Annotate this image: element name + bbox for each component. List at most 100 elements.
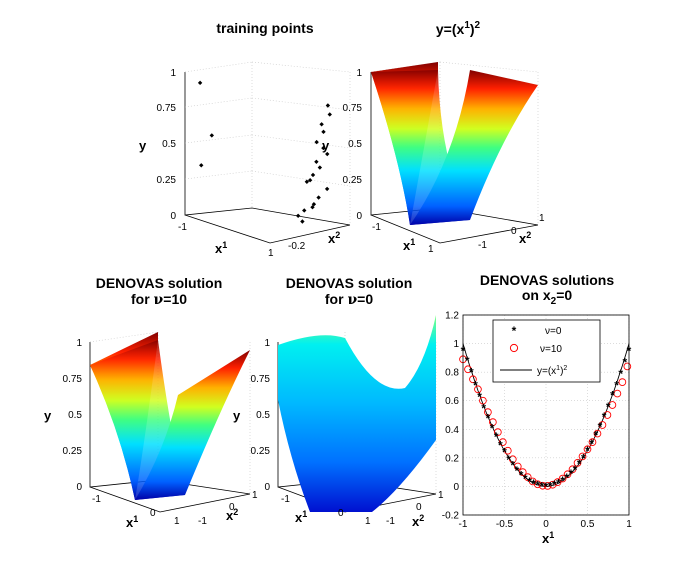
training-point (302, 208, 307, 213)
slice-nu10-point (563, 470, 572, 479)
nu0-title-line1: DENOVAS solution (286, 275, 413, 291)
slice-nu0-point: * (502, 446, 507, 460)
s1-z-075: 0.75 (343, 103, 363, 114)
slice-y-tick: 1.2 (445, 311, 459, 322)
surface1-box-edges (370, 72, 539, 226)
slice-nu10-point (494, 428, 502, 436)
slice-nu0-point: * (477, 390, 482, 404)
nu10-grid-top (89, 331, 159, 343)
s1-z-025: 0.25 (343, 175, 363, 186)
training-point (327, 112, 332, 117)
nu0-x1-label: x1 (295, 509, 307, 525)
x1-tick-neg1: -1 (178, 222, 187, 233)
nu10-x2-1: 1 (252, 490, 258, 501)
slice-x-tick: 0 (543, 519, 549, 530)
legend-true-fn: y=(x1)2 (537, 365, 567, 377)
s1-x2-label: x2 (519, 230, 531, 246)
training-point (295, 213, 301, 219)
slice-nu0-point: * (540, 480, 545, 494)
box-floor-edges (184, 214, 351, 244)
slice-nu10-point (578, 452, 587, 461)
training-point (310, 172, 316, 178)
slice-nu0-point: * (506, 453, 511, 467)
s1-z-05: 0.5 (348, 139, 362, 150)
surface1-grid-top-right (439, 61, 539, 73)
training-point (311, 202, 317, 207)
slice-nu0-point: * (527, 475, 532, 489)
slice-nu0-point: * (560, 474, 565, 488)
slice-nu10-point (608, 401, 617, 409)
x1-tick-1: 1 (268, 248, 274, 259)
slice-nu10-point (489, 418, 497, 426)
training-point (316, 195, 321, 200)
s1-x2-1: 1 (539, 213, 545, 224)
training-point (197, 80, 203, 86)
slice-nu10-point (558, 474, 567, 483)
z-tick-05: 0.5 (162, 139, 176, 150)
denovas-nu0-panel: DENOVAS solution for ν=0 1 0.75 0.5 0.25… (233, 275, 444, 529)
nu10-z-05: 0.5 (68, 410, 82, 421)
surface1-right-wing (410, 70, 538, 225)
training-point (304, 179, 310, 184)
s1-x2-neg1: -1 (478, 240, 487, 251)
slice-nu0-point: * (556, 477, 561, 491)
legend-star-marker: * (512, 324, 517, 338)
z-tick-025: 0.25 (157, 175, 177, 186)
slice-nu0-point: * (494, 430, 499, 444)
slice-nu0-point: * (569, 467, 574, 481)
s1-z-1: 1 (356, 68, 362, 79)
training-point (317, 165, 323, 170)
slice-nu10-point (479, 396, 487, 405)
slice-y-tick: 0 (453, 482, 459, 493)
training-point (321, 129, 326, 135)
slice-nu0-point: * (469, 366, 474, 380)
slice-y-tick: 0.4 (445, 425, 459, 436)
grid-h5 (251, 134, 351, 149)
slice-nu10-point (543, 482, 552, 490)
slice-nu10-point (618, 378, 627, 386)
training-point (314, 139, 319, 145)
nu10-title-line1: DENOVAS solution (96, 275, 223, 291)
slice-nu0-point: * (544, 480, 549, 494)
nu10-x1-label: x1 (126, 514, 138, 530)
nu10-x1-0: 0 (150, 508, 156, 519)
slice-nu0-point: * (564, 471, 569, 485)
slice-frame (462, 314, 630, 516)
slice-nu0-point: * (602, 410, 607, 424)
nu10-right-wing (135, 350, 250, 500)
legend-circle-marker (509, 343, 519, 353)
training-point (325, 103, 331, 108)
training-points-title: training points (216, 20, 313, 36)
slice-nu10-point (523, 473, 532, 481)
slice-nu10-point (568, 465, 577, 474)
grid-h3 (184, 170, 253, 180)
slice-nu0-point: * (606, 400, 611, 414)
slice-y-tick: 0.6 (445, 396, 459, 407)
legend-box (492, 319, 601, 383)
nu0-z-1: 1 (264, 338, 270, 349)
slice-legend: * ν=0 ν=10 y=(x1)2 (492, 319, 601, 383)
slice-title-line2: on x2=0 (522, 287, 573, 307)
slice-nu0-point: * (535, 479, 540, 493)
slice-nu10-point (533, 480, 542, 489)
slice-x-tick: 0.5 (581, 519, 595, 530)
training-points-panel: training points 1 0.75 0.5 0.25 0 y -1 1… (139, 20, 351, 259)
slice-nu10-point (593, 429, 602, 438)
slice-y-tick: -0.2 (442, 511, 460, 522)
slice-nu0-point: * (510, 459, 515, 473)
training-point (324, 186, 330, 192)
slice-y-tick: 1 (453, 339, 459, 350)
slice-nu0-point: * (614, 379, 619, 393)
slice-plot-area: -1 -0.5 0 0.5 1-0.200.20.40.60.811.2********… (442, 311, 632, 531)
training-point (325, 151, 330, 157)
nu0-z-025: 0.25 (251, 446, 271, 457)
slice-nu0-point: * (548, 479, 553, 493)
slice-nu0-point: * (552, 478, 557, 492)
slice-y-tick: 0.8 (445, 368, 459, 379)
slice-nu0-point: * (623, 356, 628, 370)
z-tick-1: 1 (170, 68, 176, 79)
nu10-z-0: 0 (76, 482, 82, 493)
training-point (314, 159, 319, 164)
slice-nu10-point (573, 459, 582, 467)
nu10-x2-0: 0 (229, 502, 235, 513)
